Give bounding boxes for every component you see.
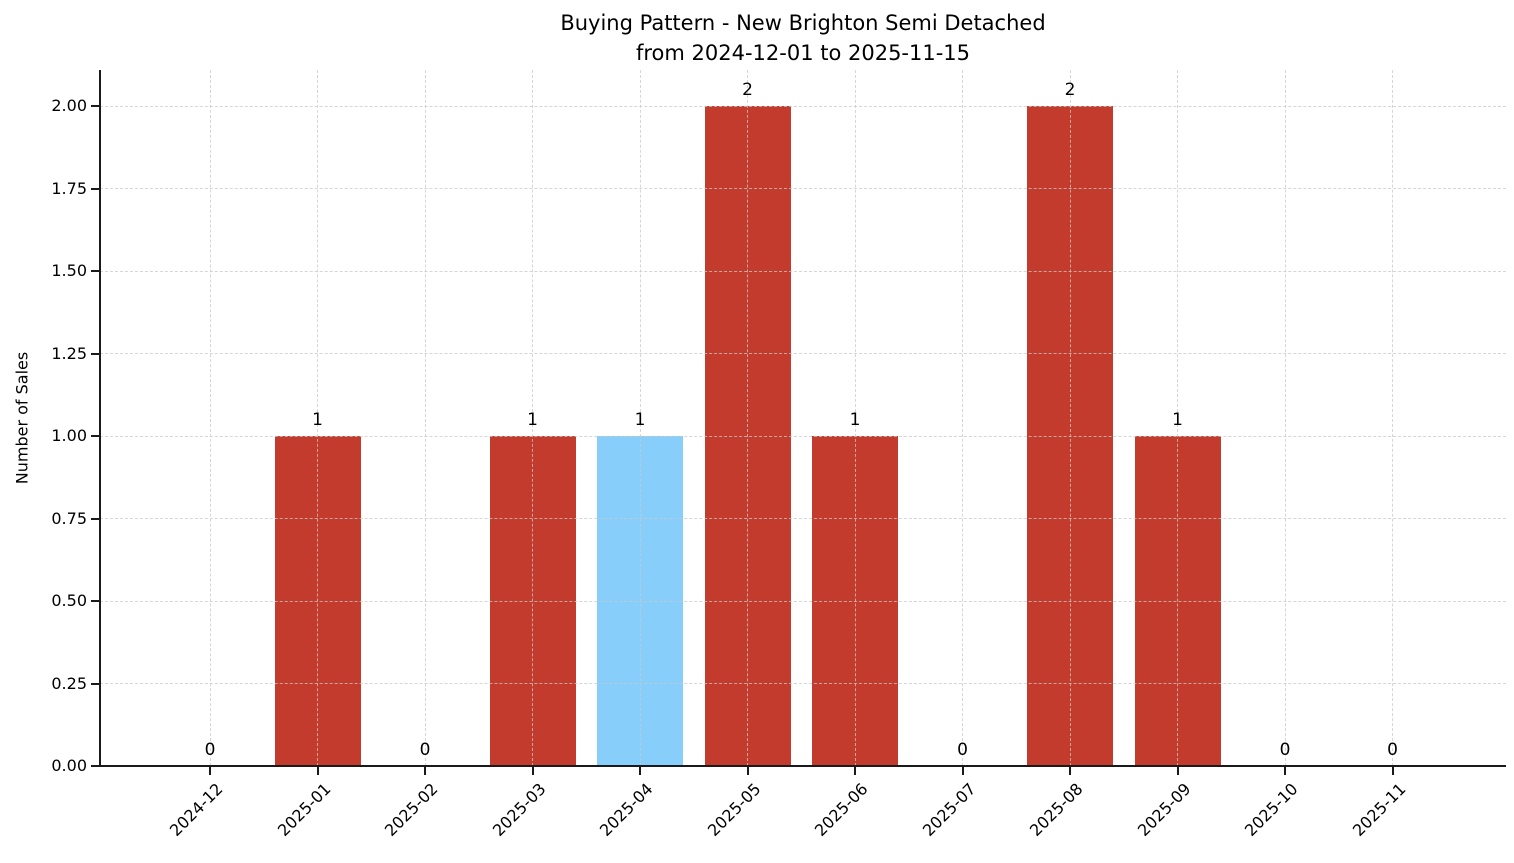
x-tick-label-2025-06: 2025-06	[811, 779, 872, 841]
x-tick-mark	[854, 767, 856, 775]
x-tick-mark	[746, 767, 749, 775]
y-axis-spine	[99, 70, 101, 767]
y-tick-label-0.50: 0.50	[51, 591, 87, 611]
y-tick-mark	[91, 187, 99, 190]
gridline-horizontal	[100, 683, 1506, 685]
gridline-vertical	[209, 70, 211, 766]
x-tick-label-2025-09: 2025-09	[1133, 779, 1195, 841]
x-tick-mark	[1176, 767, 1179, 775]
bar-value-label-2025-04: 1	[634, 410, 646, 431]
x-tick-mark	[1284, 767, 1286, 775]
chart-title: Buying Pattern - New Brighton Semi Detac…	[100, 8, 1506, 68]
gridline-vertical	[639, 70, 641, 766]
x-tick-label-2025-11: 2025-11	[1348, 779, 1410, 841]
y-tick-label-1.50: 1.50	[51, 261, 87, 281]
y-tick-mark	[91, 682, 99, 685]
gridline-horizontal	[100, 353, 1506, 355]
y-tick-label-1.00: 1.00	[51, 426, 87, 446]
x-tick-label-2025-02: 2025-02	[381, 779, 442, 841]
gridline-horizontal	[100, 105, 1506, 107]
bar-value-label-2025-03: 1	[527, 410, 538, 431]
x-tick-mark	[639, 767, 641, 775]
y-tick-label-2.00: 2.00	[51, 96, 87, 116]
x-tick-label-2025-07: 2025-07	[918, 779, 980, 841]
y-tick-label-0.25: 0.25	[51, 673, 87, 693]
bar-value-label-2025-01: 1	[312, 410, 323, 431]
x-tick-label-2025-01: 2025-01	[273, 779, 335, 841]
bar-value-label-2025-09: 1	[1172, 410, 1183, 431]
gridline-vertical	[317, 70, 318, 766]
bar-value-labels-layer: 0 1 0 1 1 2 1 0 2 1 0 0	[100, 70, 1506, 766]
bar-value-label-2025-05: 2	[742, 80, 753, 101]
y-tick-mark	[91, 435, 99, 438]
x-axis-spine	[99, 765, 1506, 767]
gridline-vertical	[747, 70, 748, 766]
y-tick-mark	[91, 352, 99, 355]
bar-value-label-2024-12: 0	[204, 740, 216, 760]
y-tick-label-1.25: 1.25	[51, 343, 87, 363]
bar-value-label-2025-06: 1	[849, 410, 861, 431]
x-tick-label-2025-05: 2025-05	[703, 779, 765, 841]
x-tick-mark	[316, 767, 319, 775]
gridline-horizontal	[100, 435, 1506, 437]
x-tick-mark	[1391, 767, 1394, 775]
x-tick-mark	[1069, 767, 1071, 775]
y-axis-label: Number of Sales	[12, 351, 32, 485]
gridline-vertical	[424, 70, 426, 766]
y-tick-mark	[91, 517, 99, 520]
gridline-vertical	[1392, 70, 1393, 766]
gridline-vertical	[1284, 70, 1286, 766]
gridline-vertical	[1069, 70, 1071, 766]
gridline-horizontal	[100, 188, 1506, 190]
bar-value-label-2025-11: 0	[1387, 740, 1398, 760]
bar-value-label-2025-07: 0	[957, 740, 968, 760]
y-tick-label-1.75: 1.75	[51, 178, 87, 198]
x-tick-label-2025-08: 2025-08	[1026, 779, 1087, 841]
chart-title-line-1: Buying Pattern - New Brighton Semi Detac…	[560, 11, 1046, 35]
bar-value-label-2025-08: 2	[1064, 80, 1076, 101]
chart-title-line-2: from 2024-12-01 to 2025-11-15	[635, 41, 971, 65]
y-tick-mark	[91, 765, 99, 767]
y-tick-mark	[91, 600, 99, 603]
x-tick-mark	[424, 767, 426, 775]
x-tick-mark	[531, 767, 534, 775]
x-tick-label-2025-04: 2025-04	[596, 779, 657, 841]
x-tick-mark	[209, 767, 211, 775]
y-tick-label-0.75: 0.75	[51, 508, 87, 528]
plot-area: 0 1 0 1 1 2 1 0 2 1 0 0	[99, 70, 1506, 767]
y-tick-label-0.00: 0.00	[51, 756, 87, 775]
x-tick-label-2024-12: 2024-12	[166, 779, 227, 841]
y-tick-mark	[91, 105, 99, 108]
gridline-vertical	[962, 70, 963, 766]
x-tick-label-2025-03: 2025-03	[488, 779, 550, 841]
x-tick-mark	[961, 767, 964, 775]
bar-value-label-2025-02: 0	[419, 740, 431, 760]
y-tick-mark	[91, 270, 99, 273]
gridline-vertical	[854, 70, 856, 766]
bar-value-label-2025-10: 0	[1279, 740, 1291, 760]
gridline-horizontal	[100, 518, 1506, 520]
x-tick-label-2025-10: 2025-10	[1241, 779, 1302, 841]
gridline-horizontal	[100, 600, 1506, 602]
gridline-vertical	[532, 70, 533, 766]
grid-layer	[100, 70, 1506, 766]
gridline-vertical	[1177, 70, 1178, 766]
gridline-horizontal	[100, 270, 1506, 272]
